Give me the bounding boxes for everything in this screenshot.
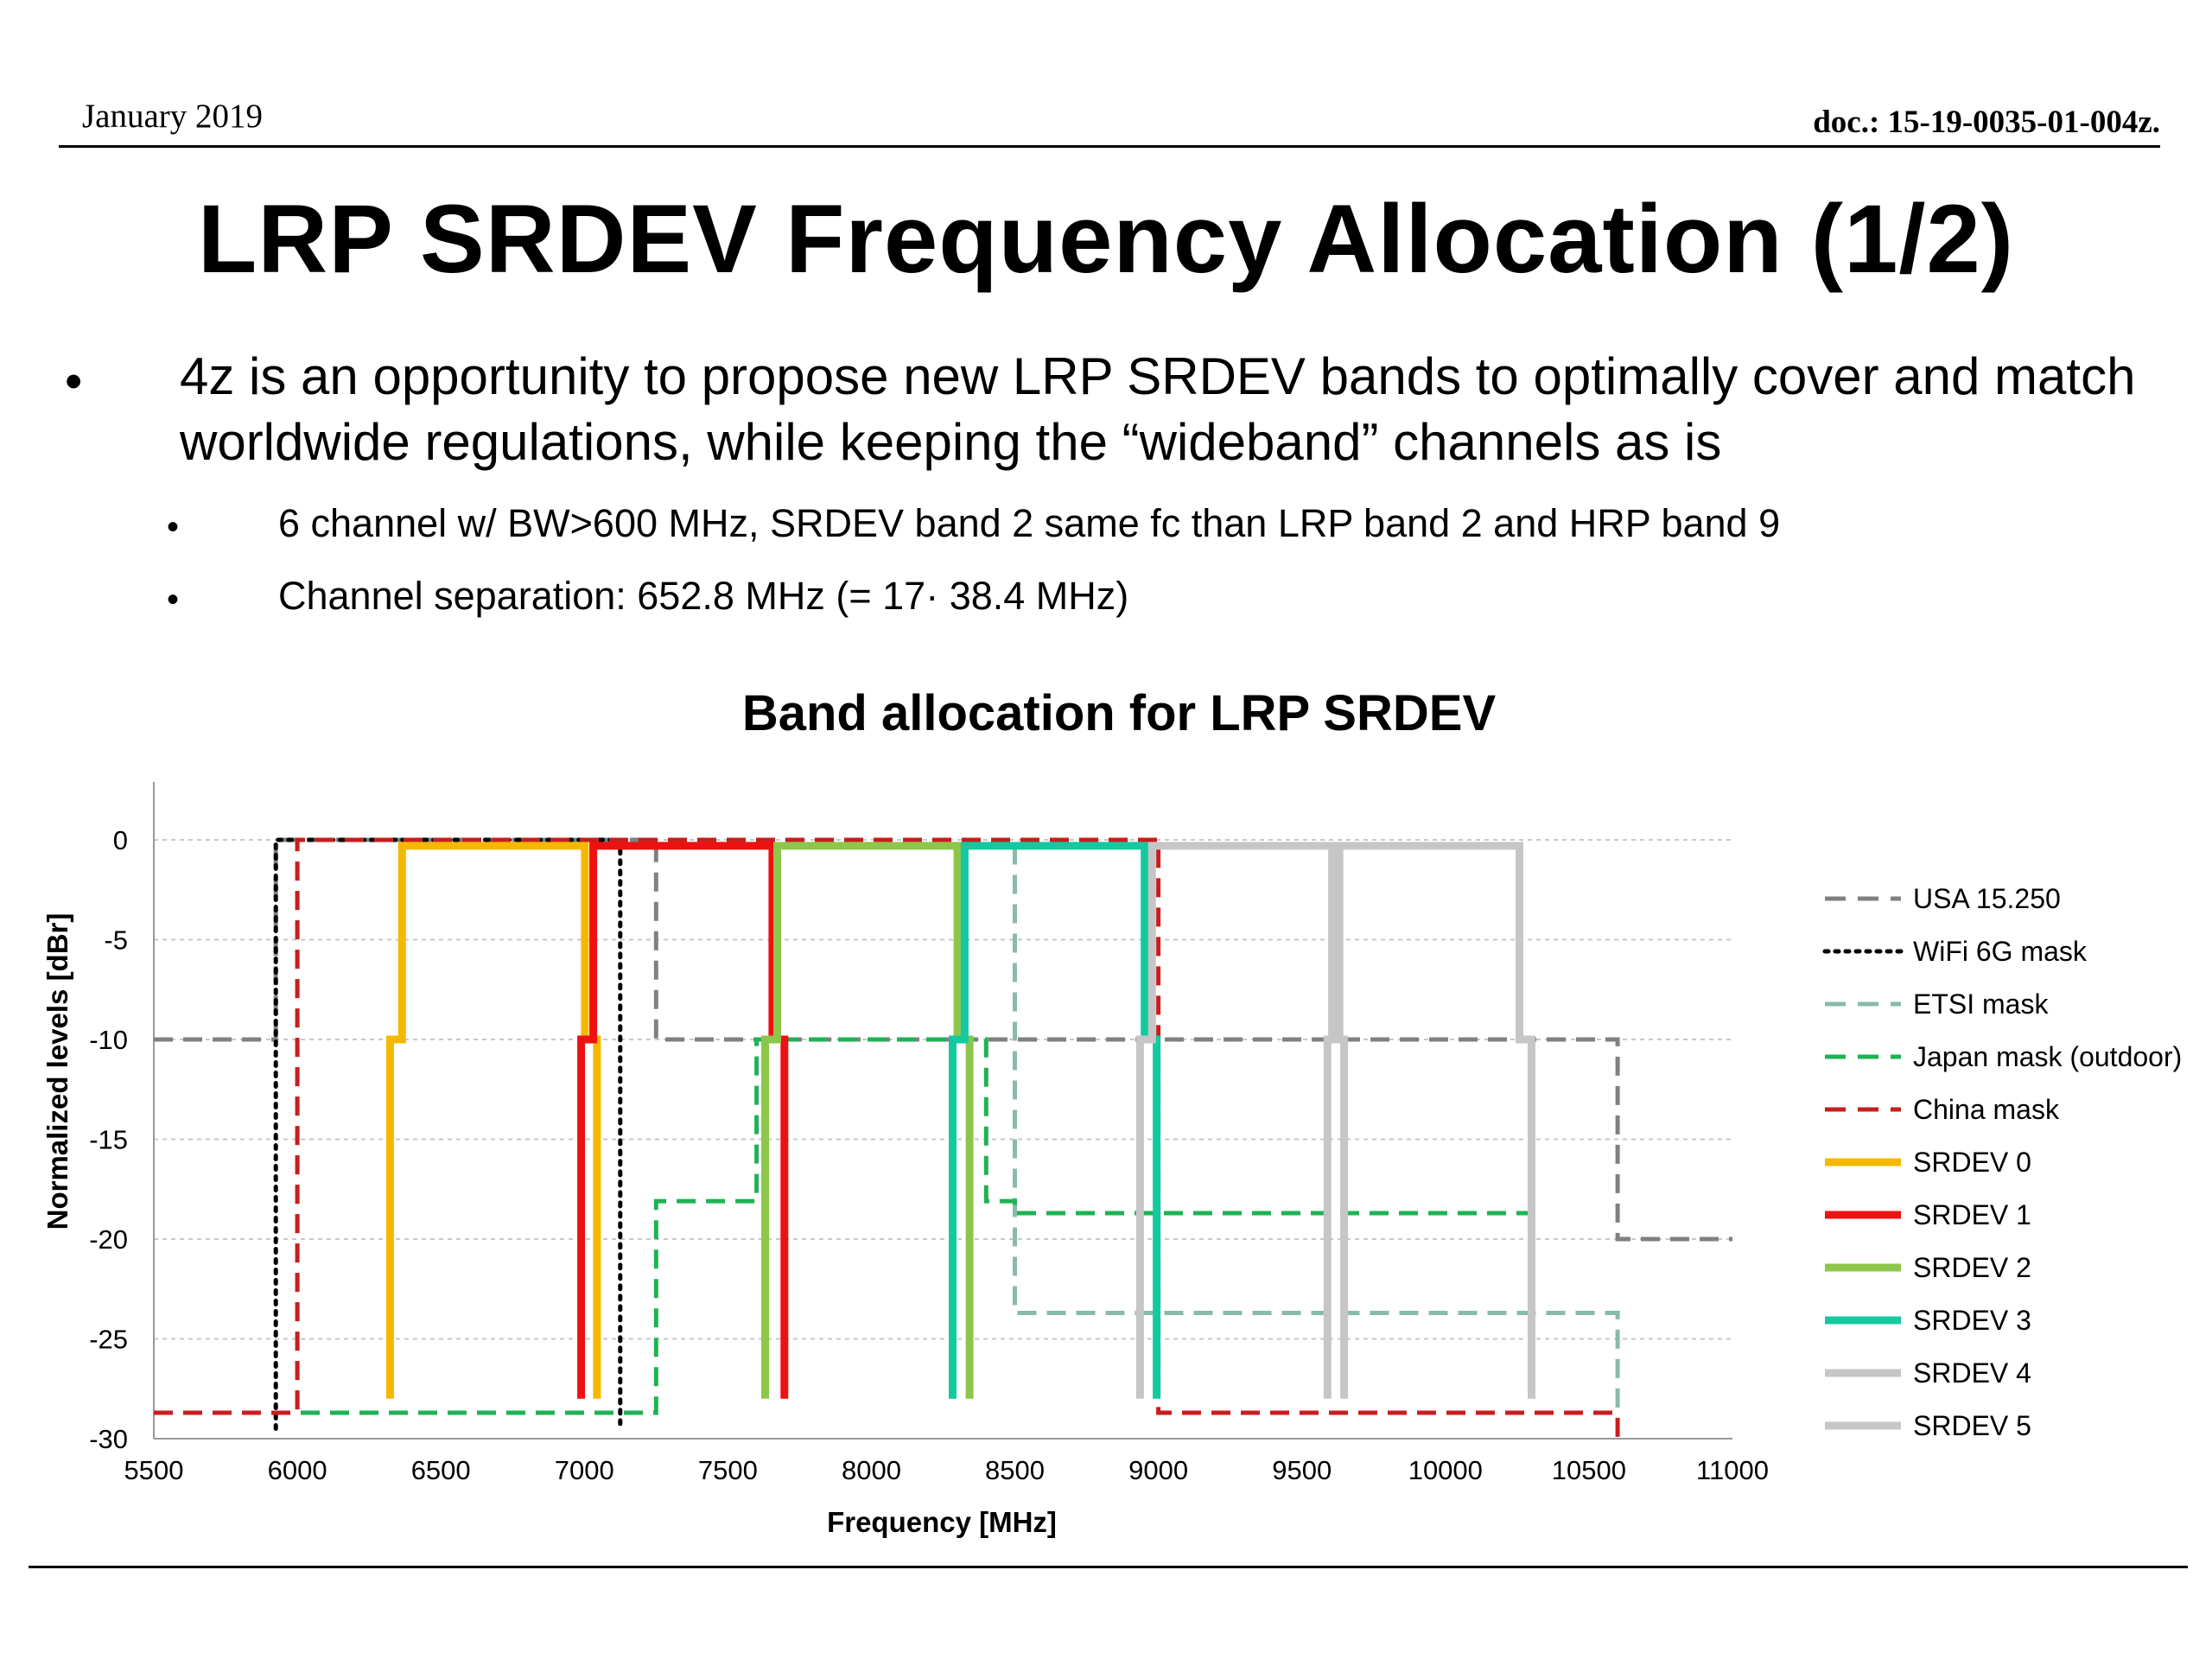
legend-label: SRDEV 3: [1913, 1305, 2031, 1336]
series-line: [761, 842, 974, 1399]
header-divider: [59, 145, 2160, 148]
series-line: [154, 837, 1732, 1242]
series-line: [154, 1037, 1532, 1415]
x-tick-label: 5500: [124, 1455, 184, 1485]
series-line: [154, 837, 1620, 1415]
bullet-text: 4z is an opportunity to propose new LRP …: [180, 347, 2136, 471]
y-tick-label: -30: [89, 1424, 128, 1454]
bullet-marker: •: [65, 353, 83, 410]
y-tick-label: -5: [104, 925, 128, 956]
x-tick-label: 6500: [411, 1455, 471, 1485]
x-axis-label: Frequency [MHz]: [827, 1506, 1057, 1538]
x-tick-label: 10000: [1408, 1455, 1483, 1485]
legend-label: SRDEV 2: [1913, 1252, 2031, 1283]
header-date: January 2019: [82, 98, 264, 135]
legend-label: ETSI mask: [1913, 988, 2049, 1020]
sub-bullet-text: 6 channel w/ BW>600 MHz, SRDEV band 2 sa…: [278, 501, 1781, 545]
legend-label: USA 15.250: [1913, 883, 2061, 914]
legend-label: SRDEV 4: [1913, 1357, 2031, 1389]
footer-divider: [29, 1566, 2188, 1568]
y-tick-label: 0: [113, 825, 128, 855]
x-tick-label: 8000: [842, 1455, 901, 1485]
y-axis-label: Normalized levels [dBr]: [41, 913, 73, 1230]
y-tick-label: -25: [89, 1325, 128, 1355]
x-tick-label: 7500: [698, 1455, 758, 1485]
legend-label: SRDEV 5: [1913, 1410, 2031, 1441]
series-line: [273, 837, 623, 1431]
header-doc-id: doc.: 15-19-0035-01-004z.: [1813, 105, 2160, 140]
legend-label: China mask: [1913, 1094, 2060, 1125]
sub-bullet-marker: •: [167, 581, 180, 619]
y-tick-label: -15: [89, 1125, 128, 1155]
series-line: [1323, 842, 1535, 1399]
legend-label: Japan mask (outdoor): [1913, 1041, 2182, 1072]
sub-bullet-marker: •: [167, 508, 180, 546]
series-line: [949, 842, 1161, 1399]
legend-label: WiFi 6G mask: [1913, 936, 2088, 967]
slide-title: LRP SRDEV Frequency Allocation (1/2): [197, 185, 2015, 293]
y-tick-label: -10: [89, 1025, 128, 1055]
chart-title: Band allocation for LRP SRDEV: [742, 685, 1497, 741]
series-line: [577, 842, 789, 1399]
sub-bullet-text: Channel separation: 652.8 MHz (= 17· 38.…: [278, 574, 1129, 618]
x-tick-label: 9000: [1128, 1455, 1188, 1485]
x-tick-label: 8500: [985, 1455, 1045, 1485]
y-tick-label: -20: [89, 1224, 128, 1255]
x-tick-label: 11000: [1696, 1455, 1769, 1485]
legend-label: SRDEV 0: [1913, 1147, 2031, 1178]
x-tick-label: 7000: [555, 1455, 614, 1485]
legend-label: SRDEV 1: [1913, 1199, 2031, 1230]
x-tick-label: 10500: [1552, 1455, 1626, 1485]
series-line: [385, 842, 601, 1399]
x-tick-label: 6000: [268, 1455, 327, 1485]
x-tick-label: 9500: [1272, 1455, 1332, 1485]
series-line: [1135, 842, 1349, 1399]
